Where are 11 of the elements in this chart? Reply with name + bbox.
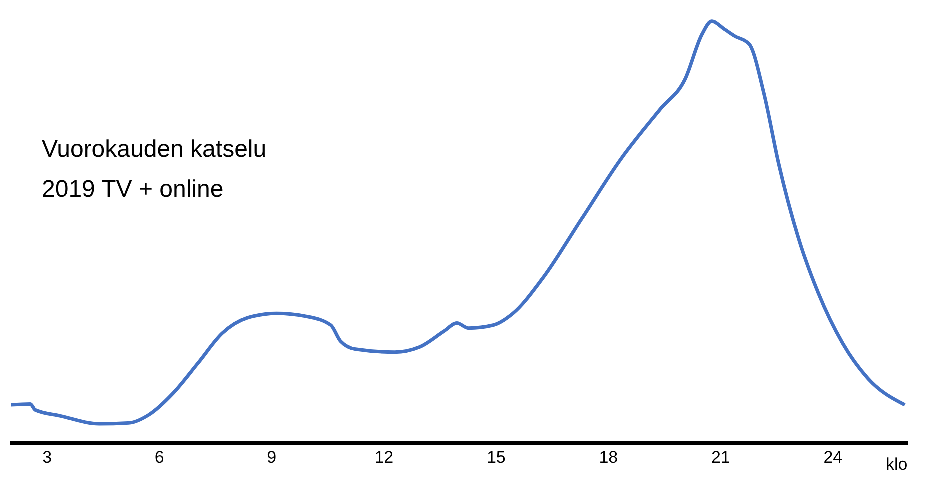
- x-tick-label: 12: [374, 448, 394, 468]
- x-tick-label: 3: [42, 448, 52, 468]
- x-tick-label: 15: [486, 448, 506, 468]
- x-tick-label: 18: [599, 448, 618, 468]
- text: 2019 TV + online: [42, 175, 225, 205]
- text: Vuorokauden katselu: [42, 135, 267, 165]
- x-tick-label: 24: [824, 448, 843, 468]
- x-tick-label: 6: [154, 448, 164, 468]
- x-tick-label: 21: [711, 448, 730, 468]
- x-axis-title: klo: [886, 455, 908, 475]
- x-tick-label: 9: [267, 448, 277, 468]
